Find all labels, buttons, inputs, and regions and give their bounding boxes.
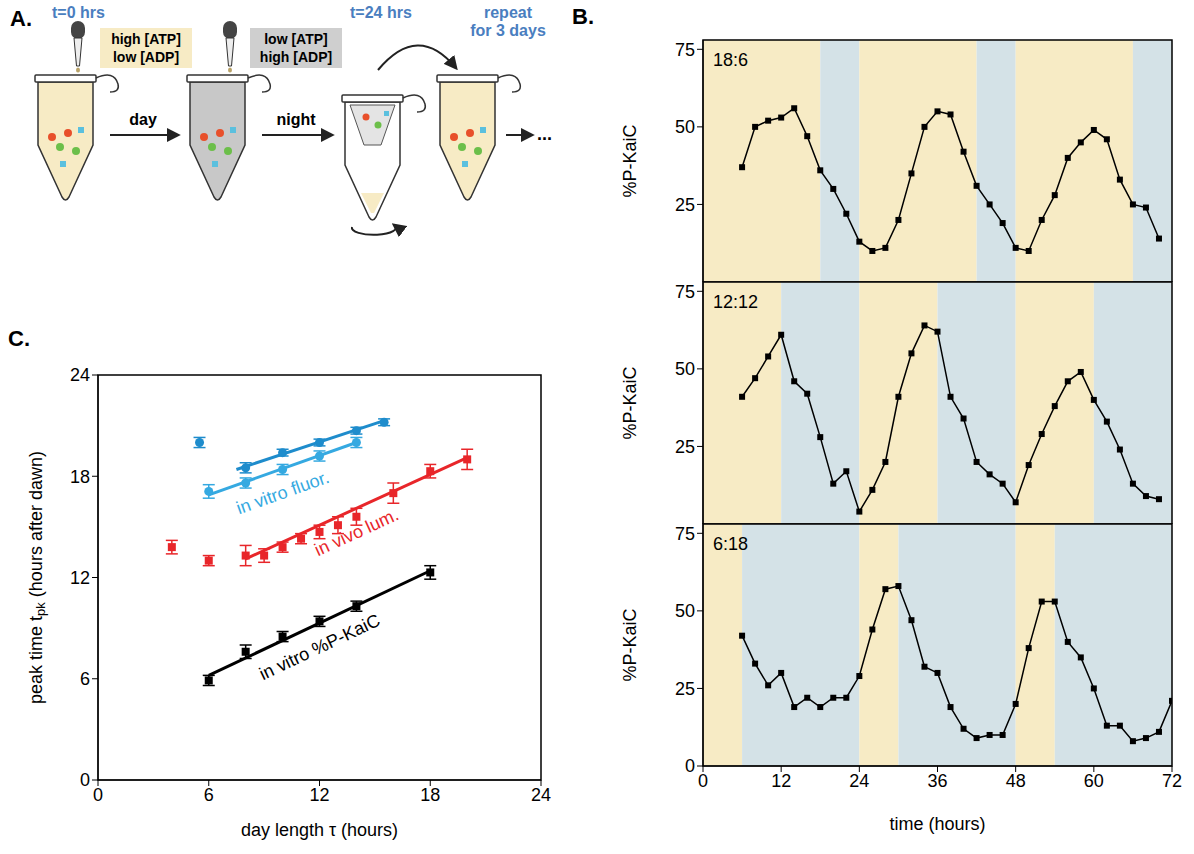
html-text:6:18: 6:18 [713, 534, 748, 554]
svg-text:75: 75 [675, 40, 695, 60]
svg-text:t=0 hrs: t=0 hrs [52, 4, 105, 21]
html-text:12:12: 12:12 [713, 292, 758, 312]
svg-text:72: 72 [1162, 771, 1182, 791]
svg-text:in vivo lum.: in vivo lum. [311, 504, 401, 560]
svg-text:repeat: repeat [484, 4, 533, 21]
svg-text:low [ADP]: low [ADP] [113, 49, 179, 65]
svg-text:low [ATP]: low [ATP] [264, 31, 328, 47]
svg-text:12: 12 [771, 771, 791, 791]
svg-text:60: 60 [1084, 771, 1104, 791]
svg-text:peak time tpk(hours after dawn: peak time tpk(hours after dawn) [26, 451, 49, 704]
svg-text:0: 0 [93, 785, 103, 805]
svg-text:18: 18 [70, 467, 90, 487]
svg-text:in vitro %P-KaiC: in vitro %P-KaiC [256, 610, 383, 684]
svg-text:50: 50 [675, 601, 695, 621]
svg-text:25: 25 [675, 679, 695, 699]
svg-text:time (hours): time (hours) [889, 814, 985, 834]
svg-text:6: 6 [80, 669, 90, 689]
svg-text:for 3 days: for 3 days [470, 22, 546, 39]
html-text:B.: B. [572, 4, 594, 29]
svg-text:75: 75 [675, 524, 695, 544]
svg-text:12: 12 [70, 568, 90, 588]
svg-text:50: 50 [675, 359, 695, 379]
svg-text:high [ATP]: high [ATP] [111, 31, 181, 47]
svg-text:48: 48 [1006, 771, 1026, 791]
svg-text:night: night [276, 111, 316, 128]
svg-text:...: ... [537, 124, 552, 144]
svg-text:0: 0 [685, 756, 695, 776]
svg-text:6: 6 [204, 785, 214, 805]
html-text:C.: C. [8, 326, 30, 351]
svg-text:12: 12 [309, 785, 329, 805]
svg-text:24: 24 [531, 785, 551, 805]
svg-text:%P-KaiC: %P-KaiC [620, 366, 640, 439]
svg-text:in vitro fluor.: in vitro fluor. [234, 467, 332, 518]
svg-text:36: 36 [927, 771, 947, 791]
svg-text:0: 0 [80, 770, 90, 790]
svg-text:18: 18 [420, 785, 440, 805]
svg-text:%P-KaiC: %P-KaiC [620, 608, 640, 681]
svg-text:50: 50 [675, 117, 695, 137]
html-text:18:6: 18:6 [713, 50, 748, 70]
svg-text:day length τ (hours): day length τ (hours) [241, 820, 398, 840]
svg-text:24: 24 [70, 365, 90, 385]
svg-text:%P-KaiC: %P-KaiC [620, 124, 640, 197]
svg-text:high [ADP]: high [ADP] [260, 49, 332, 65]
svg-text:25: 25 [675, 195, 695, 215]
svg-text:A.: A. [10, 6, 32, 31]
svg-text:24: 24 [849, 771, 869, 791]
svg-text:day: day [129, 111, 157, 128]
svg-text:25: 25 [675, 437, 695, 457]
svg-text:0: 0 [698, 771, 708, 791]
svg-text:75: 75 [675, 282, 695, 302]
svg-text:t=24 hrs: t=24 hrs [350, 4, 412, 21]
